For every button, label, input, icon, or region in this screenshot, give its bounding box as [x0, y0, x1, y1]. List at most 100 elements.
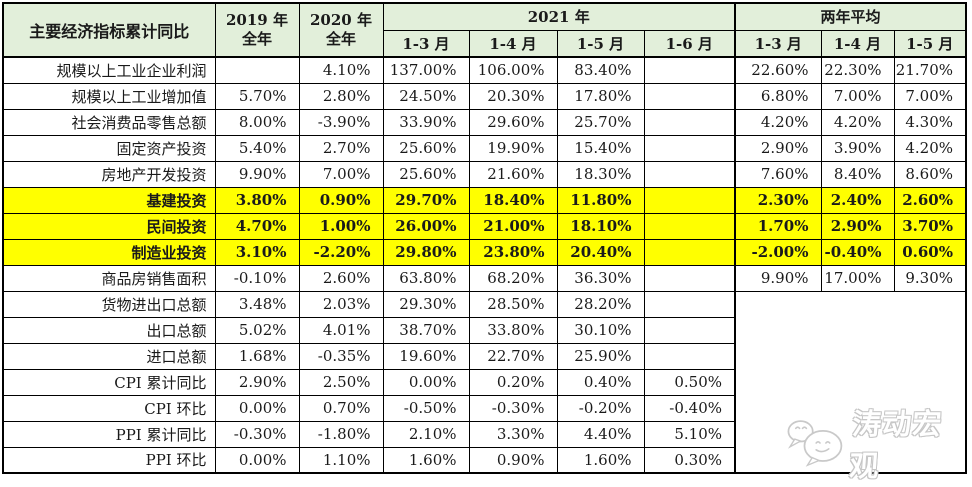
- row-label: 固定资产投资: [2, 134, 216, 162]
- value-cell: 25.90%: [556, 342, 645, 370]
- row-label: 规模以上工业企业利润: [2, 56, 216, 84]
- value-cell: -0.20%: [556, 394, 645, 422]
- header-2021-m1-6: 1-6 月: [643, 29, 736, 58]
- table-row: 房地产开发投资 9.90% 7.00% 25.60% 21.60% 18.30% 7.60%…: [2, 160, 967, 188]
- value-cell: [643, 264, 736, 292]
- value-cell: 83.40%: [556, 56, 645, 84]
- value-cell: [643, 108, 736, 136]
- value-cell: 15.40%: [556, 134, 645, 162]
- header-avg-m1-5: 1-5 月: [893, 29, 967, 58]
- value-cell: 24.50%: [382, 82, 470, 110]
- value-cell: 18.10%: [556, 212, 645, 240]
- value-cell: 2.40%: [820, 186, 895, 214]
- value-cell: 29.80%: [382, 238, 470, 266]
- table-row: 货物进出口总额 3.48% 2.03% 29.30% 28.50% 28.20%: [2, 290, 967, 474]
- value-cell: 3.70%: [893, 212, 967, 240]
- value-cell: [643, 290, 736, 318]
- value-cell: 21.70%: [893, 56, 967, 84]
- table-row: PPI 环比 0.00% 1.10% 1.60% 0.90% 1.60% 0.30%: [2, 446, 966, 474]
- value-cell: 7.60%: [734, 160, 822, 188]
- table-row: 规模以上工业增加值 5.70% 2.80% 24.50% 20.30% 17.80% 6.8…: [2, 82, 967, 110]
- value-cell: 22.70%: [468, 342, 558, 370]
- value-cell: 20.40%: [556, 238, 645, 266]
- value-cell: 8.40%: [820, 160, 895, 188]
- value-cell: 28.20%: [556, 290, 645, 318]
- header-row-groups: 主要经济指标累计同比 2019 年 全年 2020 年 全年 2021 年 两年…: [2, 2, 967, 58]
- value-cell: 0.20%: [468, 368, 558, 396]
- value-cell: 137.00%: [382, 56, 470, 84]
- table-row: 进口总额 1.68% -0.35% 19.60% 22.70% 25.90%: [2, 342, 966, 370]
- value-cell: 0.30%: [643, 446, 736, 474]
- row-label: 社会消费品零售总额: [2, 108, 216, 136]
- value-cell: 2.90%: [214, 368, 300, 396]
- value-cell: 4.20%: [820, 108, 895, 136]
- value-cell: 0.00%: [214, 446, 300, 474]
- value-cell: 1.60%: [382, 446, 470, 474]
- value-cell: 2.10%: [382, 420, 470, 448]
- value-cell: 4.30%: [893, 108, 967, 136]
- row-label: PPI 环比: [2, 446, 216, 474]
- value-cell: 1.68%: [214, 342, 300, 370]
- value-cell: 106.00%: [468, 56, 558, 84]
- value-cell: 9.90%: [734, 264, 822, 292]
- value-cell: 28.50%: [468, 290, 558, 318]
- value-cell: [214, 56, 300, 84]
- value-cell: 21.00%: [468, 212, 558, 240]
- table-row: PPI 累计同比 -0.30% -1.80% 2.10% 3.30% 4.40% 5.10%: [2, 420, 966, 448]
- merged-empty-region: [734, 290, 967, 474]
- value-cell: 0.40%: [556, 368, 645, 396]
- value-cell: [643, 186, 736, 214]
- row-label: CPI 累计同比: [2, 368, 216, 396]
- value-cell: 0.00%: [382, 368, 470, 396]
- value-cell: [643, 134, 736, 162]
- header-group-2021: 2021 年: [382, 2, 736, 31]
- row-label: 进口总额: [2, 342, 216, 370]
- value-cell: 4.10%: [298, 56, 384, 84]
- row-label: 房地产开发投资: [2, 160, 216, 188]
- value-cell: 29.70%: [382, 186, 470, 214]
- value-cell: 0.50%: [643, 368, 736, 396]
- value-cell: -0.50%: [382, 394, 470, 422]
- value-cell: -0.10%: [214, 264, 300, 292]
- header-2021-m1-3: 1-3 月: [382, 29, 470, 58]
- value-cell: 4.20%: [893, 134, 967, 162]
- value-cell: 0.90%: [298, 186, 384, 214]
- value-cell: 68.20%: [468, 264, 558, 292]
- value-cell: 4.20%: [734, 108, 822, 136]
- value-cell: 25.60%: [382, 160, 470, 188]
- table-row: 社会消费品零售总额 8.00% -3.90% 33.90% 29.60% 25.70% 4.…: [2, 108, 967, 136]
- value-cell: 1.00%: [298, 212, 384, 240]
- value-cell: [643, 160, 736, 188]
- row-label: 商品房销售面积: [2, 264, 216, 292]
- header-avg-m1-4: 1-4 月: [820, 29, 895, 58]
- value-cell: 5.10%: [643, 420, 736, 448]
- value-cell: [643, 82, 736, 110]
- value-cell: 1.10%: [298, 446, 384, 474]
- value-cell: 19.60%: [382, 342, 470, 370]
- table-row: 制造业投资 3.10% -2.20% 29.80% 23.80% 20.40% -2.00%…: [2, 238, 967, 266]
- value-cell: 33.80%: [468, 316, 558, 344]
- value-cell: 2.90%: [820, 212, 895, 240]
- value-cell: 36.30%: [556, 264, 645, 292]
- economic-indicators-table: 主要经济指标累计同比 2019 年 全年 2020 年 全年 2021 年 两年…: [2, 2, 967, 474]
- value-cell: -1.80%: [298, 420, 384, 448]
- value-cell: 2.80%: [298, 82, 384, 110]
- value-cell: 18.40%: [468, 186, 558, 214]
- value-cell: 30.10%: [556, 316, 645, 344]
- value-cell: 2.90%: [734, 134, 822, 162]
- table-body: 规模以上工业企业利润 4.10% 137.00% 106.00% 83.40% 22.60…: [2, 56, 967, 474]
- value-cell: -0.40%: [820, 238, 895, 266]
- table-header: 主要经济指标累计同比 2019 年 全年 2020 年 全年 2021 年 两年…: [2, 2, 967, 58]
- value-cell: -3.90%: [298, 108, 384, 136]
- value-cell: 1.60%: [556, 446, 645, 474]
- value-cell: [643, 316, 736, 344]
- table-row: 规模以上工业企业利润 4.10% 137.00% 106.00% 83.40% 22.60…: [2, 56, 967, 84]
- value-cell: 4.40%: [556, 420, 645, 448]
- table-row: CPI 累计同比 2.90% 2.50% 0.00% 0.20% 0.40% 0.50%: [2, 368, 966, 396]
- table-row: 出口总额 5.02% 4.01% 38.70% 33.80% 30.10%: [2, 316, 966, 344]
- value-cell: 33.90%: [382, 108, 470, 136]
- value-cell: 9.30%: [893, 264, 967, 292]
- header-row-months: 1-3 月 1-4 月 1-5 月 1-6 月 1-3 月 1-4 月 1-5 …: [3, 29, 967, 58]
- value-cell: 2.30%: [734, 186, 822, 214]
- value-cell: 3.90%: [820, 134, 895, 162]
